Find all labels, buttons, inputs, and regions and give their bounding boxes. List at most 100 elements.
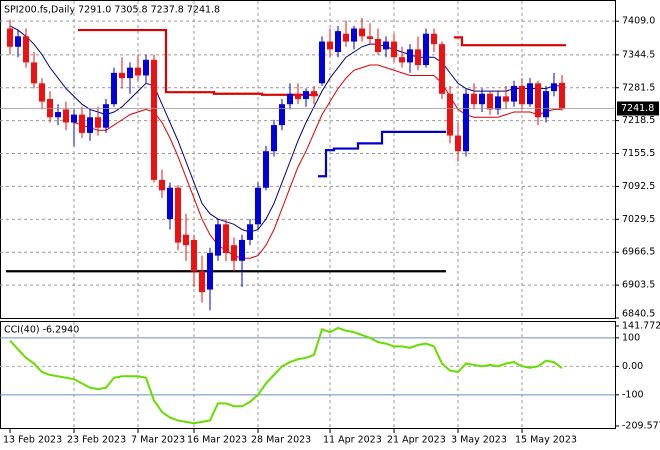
candle-body [439,44,445,94]
candle-body [7,28,13,47]
candle-body [319,41,325,84]
candle-body [127,67,133,79]
y-tick-label: 7281.5 [622,82,655,93]
candle-body [407,49,413,63]
candle-body [295,93,301,99]
candle-body [231,245,237,261]
candle-body [271,125,277,152]
y-tick-label: 0.00 [622,361,643,372]
y-tick-label: 7155.5 [622,148,655,159]
candle-body [159,179,165,191]
candle-body [31,62,37,84]
candle-body [399,57,405,63]
candle-body [79,114,85,133]
candle-body [431,33,437,45]
candle-body [511,85,517,102]
candle-body [279,104,285,126]
y-tick-label: 7029.5 [622,214,655,225]
candle-body [87,117,93,133]
y-tick-label: 7218.5 [622,115,655,126]
candle-body [103,104,109,128]
y-tick-label: 6903.5 [622,280,655,291]
x-tick-label: 23 Feb 2023 [67,435,126,446]
level-line [318,130,446,178]
candle-body [415,49,421,66]
candle-body [519,85,525,105]
candle-body [23,36,29,63]
candle-body [135,67,141,76]
candle-body [71,114,77,123]
y-tick-label: 6840.5 [622,309,655,320]
candle-body [487,93,493,110]
candle-body [183,234,189,246]
candle-body [199,271,205,293]
candle-body [535,83,541,118]
cci-line [9,326,563,425]
x-tick-label: 15 May 2023 [515,435,577,446]
last-price-box [617,101,659,116]
candle-body [527,83,533,105]
candle-body [367,36,373,39]
candle-body [383,41,389,50]
cci-pane [0,321,616,429]
candle-body [543,91,549,118]
candle-body [15,36,21,47]
candle-body [351,28,357,42]
x-tick-label: 7 Mar 2023 [131,435,185,446]
candle-body [503,96,509,102]
candle-body [343,33,349,42]
last-price-label: 7241.8 [621,103,654,114]
candle-body [447,93,453,136]
candle-body [471,93,477,105]
candle-body [359,28,365,37]
chart-title: SPI200.fs,Daily 7291.0 7305.8 7237.8 724… [4,5,220,16]
candle-body [311,91,317,97]
x-tick-label: 21 Apr 2023 [387,435,446,446]
moving-average [9,25,562,233]
candle-body [247,224,253,240]
candle-body [303,91,309,99]
candle-body [151,59,157,180]
candle-body [551,83,557,92]
cci-label: CCI(40) -6.2940 [4,325,79,336]
candle-body [95,117,101,128]
candle-body [191,239,197,272]
candle-body [111,72,117,105]
candle-body [167,187,173,220]
y-tick-label: 6966.5 [622,247,655,258]
candle-body [175,187,181,243]
candle-body [495,96,501,110]
candle-body [255,187,261,225]
candle-body [463,93,469,152]
y-tick-label: 7344.5 [622,49,655,60]
candle-body [423,33,429,66]
candle-body [391,41,397,58]
x-tick-label: 16 Mar 2023 [187,435,247,446]
x-tick-label: 28 Mar 2023 [251,435,311,446]
candle-body [287,93,293,105]
y-tick-label: -100 [622,389,644,400]
y-tick-label: 7092.5 [622,181,655,192]
candle-body [327,41,333,50]
candle-body [143,59,149,76]
candle-body [63,109,69,123]
x-tick-label: 3 May 2023 [451,435,507,446]
candle-body [223,224,229,253]
candle-body [39,83,45,102]
candle-body [207,252,213,290]
candle-body [559,82,565,109]
candle-body [455,135,461,152]
candle-body [375,38,381,52]
y-tick-label: 7409.0 [622,16,655,27]
candle-body [239,239,245,261]
candle-body [55,112,61,118]
candle-body [263,151,269,188]
price-pane [0,0,616,319]
x-tick-label: 13 Feb 2023 [3,435,62,446]
y-tick-label: -209.5770 [622,421,660,432]
candle-body [479,93,485,105]
candle-body [215,224,221,256]
candle-body [119,72,125,79]
